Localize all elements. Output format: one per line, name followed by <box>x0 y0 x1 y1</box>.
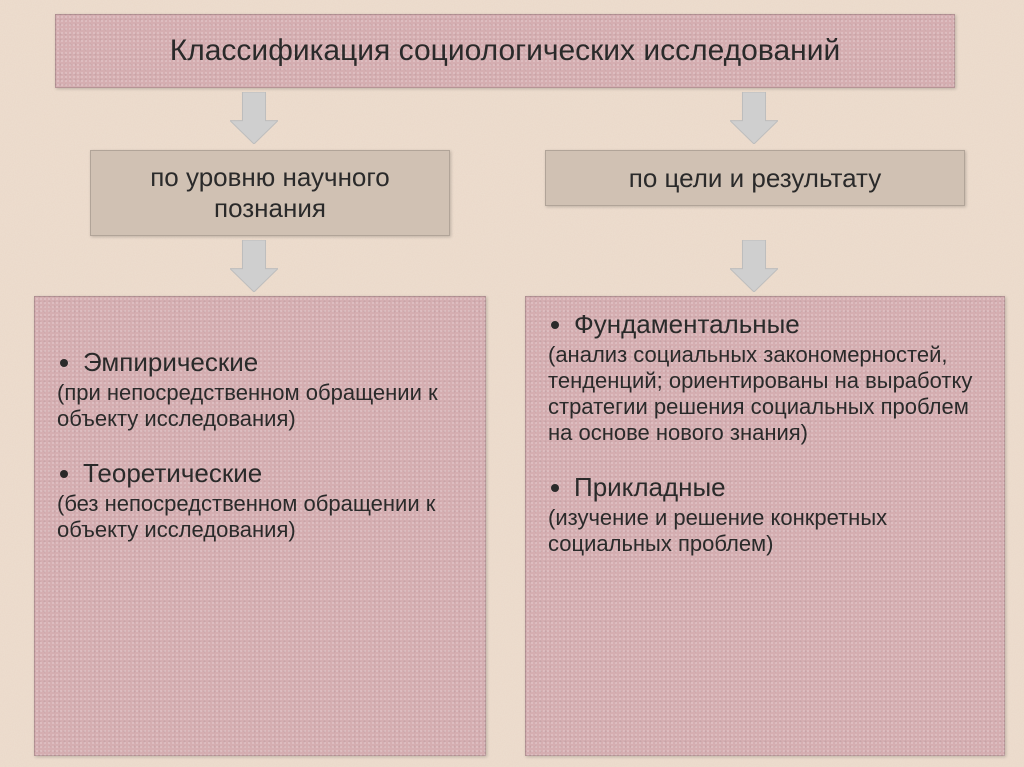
content-item: Эмпирические(при непосредственном обраще… <box>57 347 463 432</box>
down-arrow-icon <box>230 240 278 292</box>
main-title-box: Классификация социологических исследован… <box>55 14 955 88</box>
content-item-desc: (анализ социальных закономерностей, тенд… <box>548 342 982 446</box>
content-item-desc: (без непосредственном обращении к объект… <box>57 491 463 543</box>
content-item: Фундаментальные(анализ социальных законо… <box>548 309 982 446</box>
content-box: Фундаментальные(анализ социальных законо… <box>525 296 1005 756</box>
content-item-desc: (при непосредственном обращении к объект… <box>57 380 463 432</box>
content-item-desc: (изучение и решение конкретных социальны… <box>548 505 982 557</box>
down-arrow-icon <box>230 92 278 144</box>
down-arrow-icon <box>730 92 778 144</box>
main-title-text: Классификация социологических исследован… <box>170 34 840 68</box>
content-item-title: Фундаментальные <box>574 309 982 340</box>
down-arrow-icon <box>730 240 778 292</box>
category-box: по цели и результату <box>545 150 965 206</box>
content-item: Теоретические(без непосредственном обращ… <box>57 458 463 543</box>
content-item-title: Теоретические <box>83 458 463 489</box>
category-label: по уровню научного познания <box>101 162 439 224</box>
content-item: Прикладные(изучение и решение конкретных… <box>548 472 982 557</box>
category-label: по цели и результату <box>629 163 881 194</box>
content-item-title: Эмпирические <box>83 347 463 378</box>
content-box: Эмпирические(при непосредственном обраще… <box>34 296 486 756</box>
category-box: по уровню научного познания <box>90 150 450 236</box>
content-item-title: Прикладные <box>574 472 982 503</box>
